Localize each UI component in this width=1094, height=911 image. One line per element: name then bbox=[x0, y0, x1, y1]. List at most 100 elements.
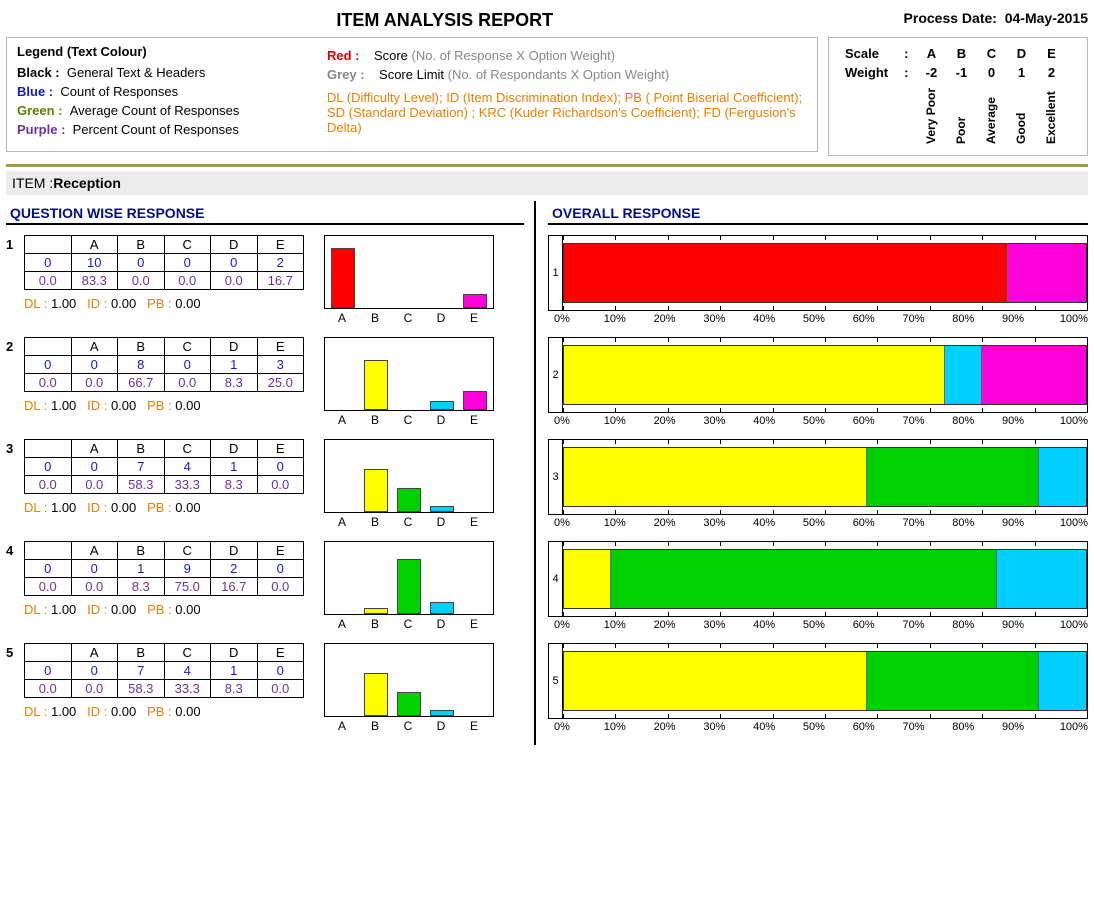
overall-tick-label: 0% bbox=[554, 313, 604, 325]
mini-bar bbox=[463, 294, 487, 308]
mini-bar bbox=[430, 710, 454, 716]
scale-weight: 2 bbox=[1036, 63, 1066, 82]
overall-tick-label: 90% bbox=[1002, 415, 1052, 427]
table-header: B bbox=[118, 542, 165, 560]
overall-x-axis: 0%10%20%30%40%50%60%70%80%90%100% bbox=[548, 517, 1088, 529]
overall-tick-label: 60% bbox=[853, 517, 903, 529]
table-cell-count: 1 bbox=[118, 560, 165, 578]
table-cell-count: 7 bbox=[118, 662, 165, 680]
mini-bar-label: C bbox=[396, 515, 420, 529]
overall-tick-label: 80% bbox=[952, 517, 1002, 529]
item-name-bar: ITEM :Reception bbox=[6, 171, 1088, 195]
mini-bar bbox=[364, 673, 388, 716]
legend-abbrev: DL (Difficulty Level); ID (Item Discrimi… bbox=[327, 90, 807, 135]
mini-bar-label: A bbox=[330, 515, 354, 529]
table-cell-count: 0 bbox=[25, 560, 72, 578]
overall-segment bbox=[564, 346, 945, 404]
scale-colon: : bbox=[896, 44, 916, 63]
overall-tick-label: 30% bbox=[703, 517, 753, 529]
table-cell-count: 2 bbox=[257, 254, 304, 272]
process-date: Process Date: 04-May-2015 bbox=[904, 6, 1088, 26]
scale-col: C bbox=[976, 44, 1006, 63]
overall-tick-label: 40% bbox=[753, 721, 803, 733]
mini-bar-label: A bbox=[330, 617, 354, 631]
scale-col: D bbox=[1006, 44, 1036, 63]
overall-tick-label: 20% bbox=[654, 721, 704, 733]
overall-tick-label: 90% bbox=[1002, 619, 1052, 631]
overall-x-axis: 0%10%20%30%40%50%60%70%80%90%100% bbox=[548, 619, 1088, 631]
table-cell-pct: 0.0 bbox=[71, 680, 118, 698]
mini-bar-label: C bbox=[396, 413, 420, 427]
overall-tick-label: 100% bbox=[1060, 313, 1088, 325]
section-divider-left bbox=[6, 223, 524, 225]
process-date-label: Process Date: bbox=[904, 10, 997, 26]
overall-tick-label: 40% bbox=[753, 619, 803, 631]
overall-tick-label: 80% bbox=[952, 619, 1002, 631]
mini-bar-label: D bbox=[429, 617, 453, 631]
overall-stacked-bar bbox=[563, 447, 1087, 507]
table-header-blank bbox=[25, 440, 72, 458]
table-header: A bbox=[71, 644, 118, 662]
overall-segment bbox=[611, 550, 997, 608]
table-header: C bbox=[164, 236, 211, 254]
question-number: 4 bbox=[6, 541, 24, 558]
table-cell-pct: 0.0 bbox=[25, 476, 72, 494]
question-row: 4ABCDE0019200.00.08.375.016.70.0DL : 1.0… bbox=[6, 541, 524, 631]
table-cell-pct: 33.3 bbox=[164, 680, 211, 698]
overall-segment bbox=[564, 244, 1008, 302]
table-cell-count: 0 bbox=[211, 254, 258, 272]
legend-item: Purple : Percent Count of Responses bbox=[17, 122, 317, 137]
table-cell-count: 0 bbox=[71, 356, 118, 374]
question-row: 1ABCDE01000020.083.30.00.00.016.7DL : 1.… bbox=[6, 235, 524, 325]
mini-bar bbox=[430, 602, 454, 614]
mini-bar-label: D bbox=[429, 311, 453, 325]
table-cell-pct: 0.0 bbox=[211, 272, 258, 290]
question-stats: DL : 1.00 ID : 0.00 PB : 0.00 bbox=[24, 296, 304, 311]
table-cell-pct: 8.3 bbox=[211, 374, 258, 392]
overall-tick-label: 20% bbox=[654, 517, 704, 529]
overall-tick-label: 100% bbox=[1060, 721, 1088, 733]
scale-row-label: Weight bbox=[837, 63, 896, 82]
scale-desc: Poor bbox=[946, 82, 976, 149]
scale-weight: 1 bbox=[1006, 63, 1036, 82]
scale-weight: -2 bbox=[916, 63, 946, 82]
overall-stacked-bar bbox=[563, 549, 1087, 609]
section-divider-right bbox=[548, 223, 1088, 225]
table-header: A bbox=[71, 542, 118, 560]
overall-segment bbox=[997, 550, 1086, 608]
mini-bar-chart: ABCDE bbox=[324, 337, 494, 427]
overall-tick-label: 100% bbox=[1060, 415, 1088, 427]
overall-tick-label: 10% bbox=[604, 619, 654, 631]
table-cell-pct: 8.3 bbox=[211, 680, 258, 698]
table-cell-pct: 33.3 bbox=[164, 476, 211, 494]
overall-segment bbox=[945, 346, 982, 404]
table-cell-pct: 0.0 bbox=[25, 680, 72, 698]
scale-col: B bbox=[946, 44, 976, 63]
scale-row-label: Scale bbox=[837, 44, 896, 63]
table-header-blank bbox=[25, 236, 72, 254]
mini-bar bbox=[397, 488, 421, 512]
mini-bar bbox=[397, 692, 421, 716]
table-cell-pct: 8.3 bbox=[118, 578, 165, 596]
table-cell-pct: 0.0 bbox=[71, 374, 118, 392]
overall-tick-label: 50% bbox=[803, 517, 853, 529]
mini-bar-label: B bbox=[363, 719, 387, 733]
table-cell-pct: 66.7 bbox=[118, 374, 165, 392]
scale-weight: -1 bbox=[946, 63, 976, 82]
table-cell-pct: 0.0 bbox=[25, 578, 72, 596]
overall-plot: 3 bbox=[548, 439, 1088, 515]
scale-col: E bbox=[1036, 44, 1066, 63]
overall-plot: 5 bbox=[548, 643, 1088, 719]
table-cell-pct: 0.0 bbox=[71, 476, 118, 494]
overall-item: 10%10%20%30%40%50%60%70%80%90%100% bbox=[548, 235, 1088, 325]
mini-bar-chart: ABCDE bbox=[324, 439, 494, 529]
table-header: E bbox=[257, 440, 304, 458]
table-header-blank bbox=[25, 338, 72, 356]
mini-bar-label: A bbox=[330, 413, 354, 427]
overall-tick-label: 10% bbox=[604, 313, 654, 325]
mini-bar-chart: ABCDE bbox=[324, 643, 494, 733]
mini-bar-label: D bbox=[429, 719, 453, 733]
overall-tick-label: 70% bbox=[902, 619, 952, 631]
table-cell-count: 10 bbox=[71, 254, 118, 272]
overall-tick-label: 40% bbox=[753, 415, 803, 427]
